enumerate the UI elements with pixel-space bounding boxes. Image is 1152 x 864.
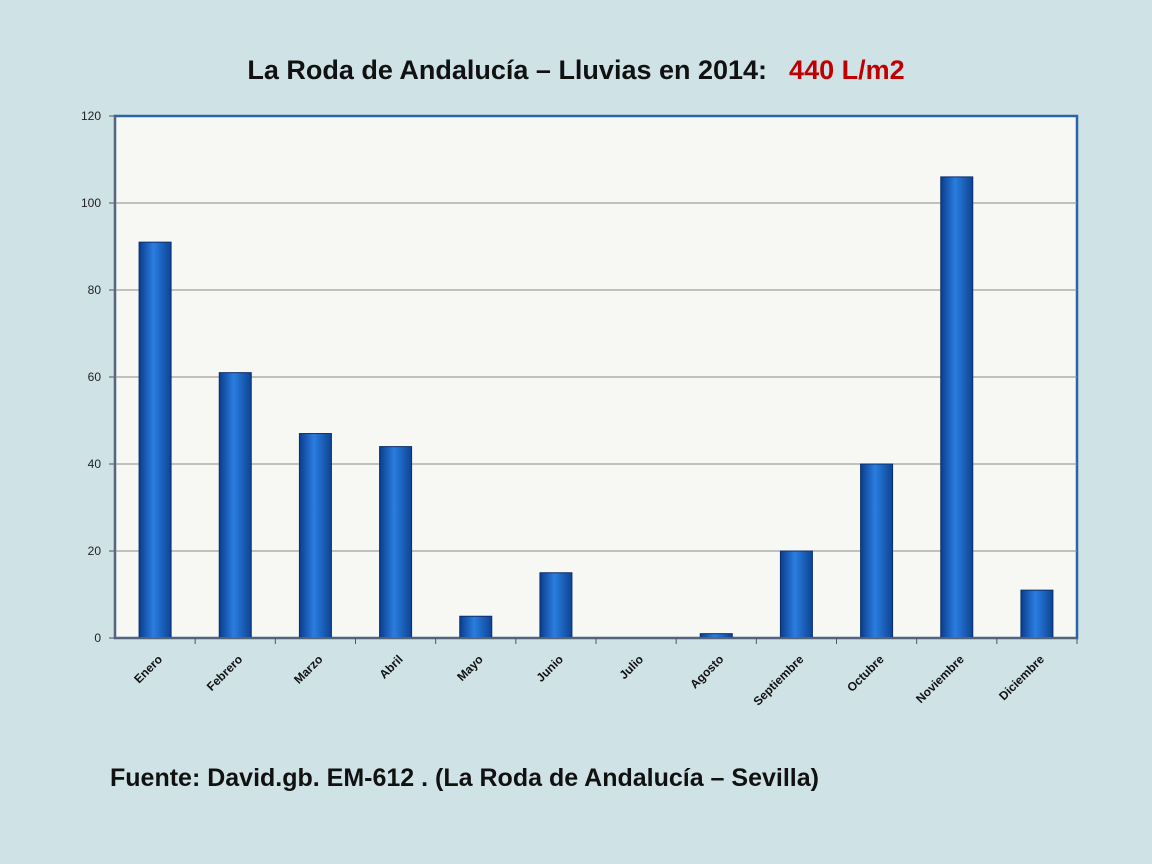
x-tick-label: Noviembre	[913, 652, 967, 706]
x-tick-label: Abril	[376, 652, 405, 681]
chart-title-total: 440 L/m2	[789, 55, 905, 85]
bar-diciembre	[1020, 589, 1054, 639]
y-tick-label: 80	[88, 283, 102, 297]
bar-abril	[379, 446, 413, 639]
bar-febrero	[218, 372, 252, 639]
bar-octubre	[860, 463, 894, 639]
source-note: Fuente: David.gb. EM-612 . (La Roda de A…	[110, 764, 819, 792]
x-tick-label: Febrero	[204, 652, 245, 693]
x-tick-label: Agosto	[687, 652, 726, 691]
bar-enero	[138, 241, 172, 639]
x-tick-label: Diciembre	[996, 652, 1047, 703]
bar-septiembre	[779, 550, 813, 639]
y-tick-label: 40	[88, 457, 102, 471]
y-tick-label: 60	[88, 370, 102, 384]
bar-mayo	[459, 615, 493, 639]
chart-title: La Roda de Andalucía – Lluvias en 2014: 4…	[0, 55, 1152, 86]
bar-junio	[539, 572, 573, 639]
x-tick-label: Enero	[131, 652, 165, 686]
chart-title-main: La Roda de Andalucía – Lluvias en 2014:	[247, 55, 768, 85]
y-tick-label: 20	[88, 544, 102, 558]
x-tick-label: Mayo	[454, 652, 486, 684]
x-tick-label: Julio	[616, 652, 646, 682]
x-tick-label: Junio	[534, 652, 567, 685]
bar-marzo	[298, 433, 332, 639]
x-tick-label: Marzo	[291, 652, 325, 686]
y-tick-label: 100	[81, 196, 101, 210]
y-tick-label: 120	[81, 109, 101, 123]
x-tick-label: Octubre	[844, 652, 887, 695]
y-tick-label: 0	[94, 631, 101, 645]
x-tick-label: Septiembre	[750, 652, 806, 708]
bar-noviembre	[940, 176, 974, 639]
